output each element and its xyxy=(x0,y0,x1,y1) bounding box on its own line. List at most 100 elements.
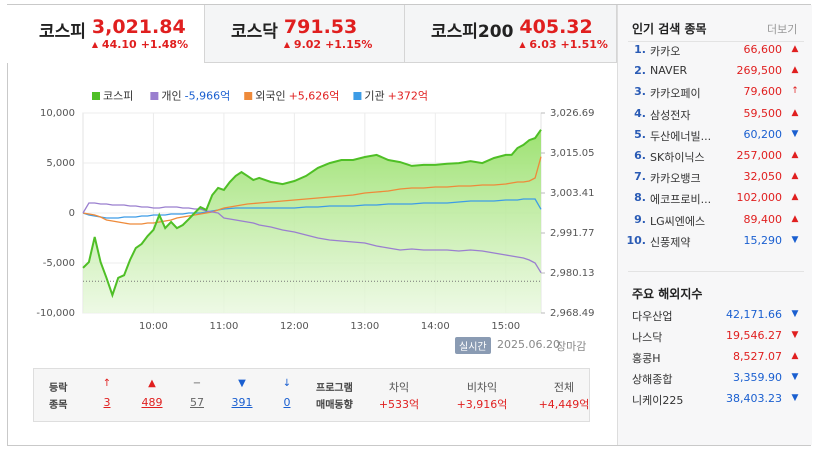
breadth-value[interactable]: 489 xyxy=(141,396,163,409)
index-name: 코스닥 xyxy=(231,22,278,42)
rank: 9. xyxy=(634,212,646,226)
line xyxy=(82,156,542,225)
stock-arrow: ▼ xyxy=(791,234,799,245)
line xyxy=(82,198,542,219)
world-name[interactable]: 나스닥 xyxy=(632,331,663,344)
index-tab[interactable]: 코스피 3,021.84 ▲ 44.10 +1.48% xyxy=(7,5,205,63)
index-arrow: ▲ xyxy=(519,40,526,49)
stock-arrow: ▲ xyxy=(791,192,799,203)
legend-swatch xyxy=(244,92,253,100)
program-value: +533억 xyxy=(378,398,420,411)
program-name: 차익 xyxy=(388,381,410,394)
stock-name[interactable]: NAVER xyxy=(650,64,688,78)
world-value: 19,546.27 xyxy=(726,329,782,342)
x-tick-label: 11:00 xyxy=(210,321,239,332)
line xyxy=(82,202,542,274)
index-tab[interactable]: 코스닥 791.53 ▲ 9.02 +1.15% xyxy=(205,5,405,63)
right-panel: 인기 검색 종목 더보기 1. 카카오 66,600 ▲ 2. NAVER 269,500 ▲ 3.… xyxy=(617,5,812,445)
breadth-symbol: ▲ xyxy=(148,378,156,389)
stock-name[interactable]: 카카오페이 xyxy=(650,87,701,101)
x-tick-label: 15:00 xyxy=(491,321,520,332)
world-name[interactable]: 다우산업 xyxy=(632,310,673,323)
index-name: 코스피 xyxy=(39,22,86,42)
stock-name[interactable]: 신풍제약 xyxy=(650,235,691,249)
stock-arrow: ↑ xyxy=(791,86,799,97)
x-tick-label: 10:00 xyxy=(139,321,168,332)
stock-price: 89,400 xyxy=(743,212,783,226)
stock-arrow: ▲ xyxy=(791,150,799,160)
program-name: 전체 xyxy=(553,381,575,394)
live-badge: 실시간 xyxy=(455,337,491,354)
y-tick-label: 5,000 xyxy=(46,158,75,169)
index-change: 9.02 xyxy=(293,38,322,51)
world-arrow: ▲ xyxy=(791,351,799,361)
world-arrow: ▼ xyxy=(791,330,799,340)
y2-tick-label: 2,980.13 xyxy=(550,268,595,279)
world-arrow: ▼ xyxy=(791,309,799,319)
panel-title: 인기 검색 종목 xyxy=(632,22,707,36)
program-label: 매매동향 xyxy=(316,400,353,411)
y2-tick-label: 2,968.49 xyxy=(550,308,595,319)
rank: 2. xyxy=(634,64,646,78)
y-tick-label: -5,000 xyxy=(43,258,75,269)
stock-price: 59,500 xyxy=(743,106,783,120)
breadth-label: 종목 xyxy=(49,400,68,411)
world-name[interactable]: 홍콩H xyxy=(632,352,661,365)
x-tick-label: 14:00 xyxy=(421,321,450,332)
rank: 6. xyxy=(634,149,646,162)
index-name: 코스피200 xyxy=(431,22,514,42)
breadth-symbol: ↓ xyxy=(282,378,292,389)
stock-name[interactable]: LG씨엔에스 xyxy=(650,214,706,228)
stock-arrow: ▲ xyxy=(791,213,799,224)
world-value: 3,359.90 xyxy=(733,371,782,384)
program-value: +3,916억 xyxy=(456,398,508,411)
legend-label: 외국인 xyxy=(255,90,285,103)
y-tick-label: -10,000 xyxy=(36,308,75,319)
rank: 3. xyxy=(634,85,646,99)
stock-arrow: ▲ xyxy=(791,65,799,76)
y2-tick-label: 3,003.41 xyxy=(550,188,595,199)
index-rate: +1.51% xyxy=(560,38,608,51)
index-arrow: ▲ xyxy=(91,40,99,49)
stock-price: 60,200 xyxy=(743,127,783,141)
rank: 8. xyxy=(634,191,646,205)
world-arrow: ▼ xyxy=(791,372,799,382)
world-value: 38,403.23 xyxy=(726,392,782,405)
legend-swatch xyxy=(92,92,100,100)
world-arrow: ▼ xyxy=(791,393,799,403)
index-value: 791.53 xyxy=(283,16,358,38)
rank: 5. xyxy=(634,127,646,141)
breadth-value[interactable]: 3 xyxy=(103,396,111,409)
legend-label: 개인 xyxy=(161,90,181,103)
legend-label: 기관 xyxy=(364,90,384,103)
stock-price: 32,050 xyxy=(743,170,783,184)
breadth-value[interactable]: 57 xyxy=(190,396,204,409)
world-name[interactable]: 상해종합 xyxy=(632,373,673,386)
stats-bar: 등락 종목 ↑ 3 ▲ 489 − 57 ▼ 391 ↓ 0 프로그램 매매동향 차익 +533억 비차익 +3,… xyxy=(33,368,590,422)
breadth-value[interactable]: 391 xyxy=(231,396,253,409)
stock-name[interactable]: SK하이닉스 xyxy=(650,151,705,164)
stock-name[interactable]: 에코프로비... xyxy=(650,193,712,207)
program-name: 비차익 xyxy=(466,381,498,394)
stock-name[interactable]: 삼성전자 xyxy=(650,108,691,122)
y-tick-label: 10,000 xyxy=(40,108,75,119)
chart-date: 2025.06.20 xyxy=(497,338,560,351)
breadth-symbol: ↑ xyxy=(102,378,112,389)
world-name[interactable]: 니케이225 xyxy=(632,394,684,407)
legend-swatch xyxy=(353,92,362,100)
stock-name[interactable]: 카카오 xyxy=(650,45,681,58)
breadth-value[interactable]: 0 xyxy=(283,396,291,409)
index-rate: +1.15% xyxy=(325,38,373,51)
stock-price: 15,290 xyxy=(743,233,783,247)
index-tab[interactable]: 코스피200 405.32 ▲ 6.03 +1.51% xyxy=(405,5,617,63)
more-link[interactable]: 더보기 xyxy=(767,23,798,36)
stock-price: 66,600 xyxy=(743,43,783,56)
stock-arrow: ▲ xyxy=(791,107,799,118)
stock-name[interactable]: 카카오뱅크 xyxy=(650,172,701,186)
y2-tick-label: 3,026.69 xyxy=(550,108,595,119)
legend-swatch xyxy=(150,92,159,100)
stock-arrow: ▲ xyxy=(791,44,799,54)
program-label: 프로그램 xyxy=(316,383,353,394)
stock-name[interactable]: 두산에너빌... xyxy=(650,129,712,143)
breadth-symbol: − xyxy=(192,378,202,389)
